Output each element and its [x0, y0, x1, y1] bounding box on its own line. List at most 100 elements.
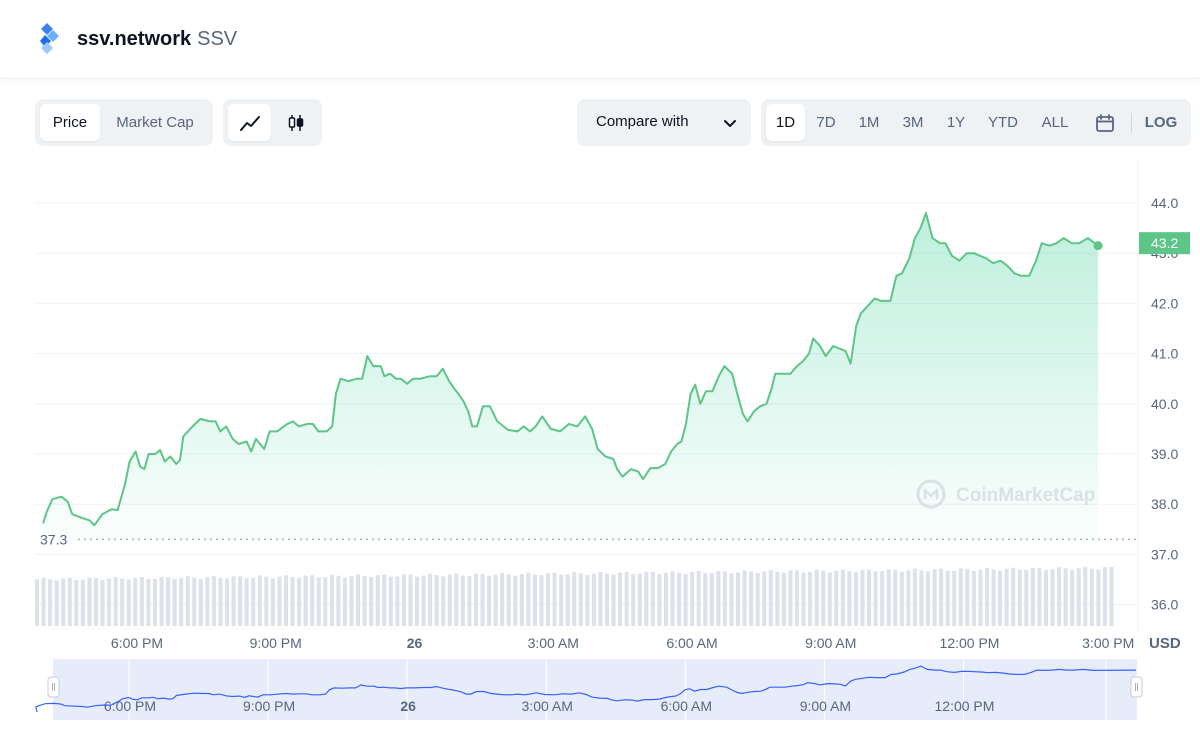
chevron-down-icon [724, 120, 736, 127]
volume-bar [860, 569, 865, 626]
range-1d[interactable]: 1D [766, 104, 805, 141]
volume-bar [1017, 569, 1022, 626]
range-all[interactable]: ALL [1041, 114, 1069, 131]
navigator-handle-right[interactable] [1130, 676, 1143, 698]
volume-bar [74, 579, 79, 626]
volume-bar [703, 573, 708, 626]
volume-bar [1070, 569, 1075, 626]
range-3m[interactable]: 3M [902, 114, 924, 131]
y-tick-label: 40.0 [1151, 396, 1178, 412]
x-tick-label: 9:00 AM [805, 635, 856, 651]
volume-bar [218, 578, 223, 626]
range-ytd[interactable]: YTD [988, 114, 1018, 131]
volume-bar [113, 577, 118, 626]
volume-bar [1043, 569, 1048, 626]
volume-bar [847, 571, 852, 626]
tab-market-cap[interactable]: Market Cap [116, 114, 194, 131]
current-price-badge: 43.2 [1139, 232, 1190, 255]
volume-bar [637, 573, 642, 626]
candlestick-button[interactable] [274, 104, 317, 141]
y-tick-label: 38.0 [1151, 496, 1178, 512]
coin-symbol: SSV [197, 28, 238, 50]
volume-bar [1057, 567, 1062, 626]
currency-label: USD [1149, 635, 1181, 652]
volume-bar [375, 575, 380, 626]
volume-bar [179, 578, 184, 626]
grid-lines [35, 202, 1138, 606]
volume-bar [100, 580, 105, 626]
volume-bar [303, 575, 308, 626]
volume-bar [591, 573, 596, 626]
navigator-x-tick-label: 12:00 PM [935, 698, 995, 714]
compare-with-dropdown[interactable]: Compare with [577, 99, 751, 146]
volume-bar [716, 571, 721, 626]
coin-name: ssv.network [77, 28, 192, 50]
volume-bar [775, 572, 780, 626]
volume-bar [283, 575, 289, 626]
volume-bar [926, 571, 931, 626]
volume-bar [244, 578, 249, 626]
volume-bar [513, 575, 518, 626]
log-scale-toggle[interactable]: LOG [1144, 114, 1178, 131]
volume-bar [749, 571, 754, 626]
navigator-selection [53, 659, 1137, 720]
date-picker-button[interactable] [1087, 104, 1123, 141]
current-price-label: 43.2 [1151, 235, 1178, 251]
volume-bar [644, 571, 649, 626]
volume-bar [231, 576, 236, 626]
volume-bar [198, 579, 203, 626]
volume-bar [428, 573, 433, 626]
volume-bar [441, 576, 446, 626]
tab-price[interactable]: Price [40, 104, 100, 141]
range-1y[interactable]: 1Y [946, 114, 966, 131]
volume-bar [185, 576, 190, 626]
volume-bar [336, 575, 341, 626]
volume-bar [1004, 568, 1009, 626]
volume-bar [788, 570, 793, 626]
range-1m[interactable]: 1M [858, 114, 880, 131]
volume-bar [631, 574, 636, 626]
volume-bar [493, 575, 498, 626]
x-tick-label: 9:00 PM [250, 635, 302, 651]
volume-bar [827, 572, 832, 626]
navigator-line [35, 665, 1137, 713]
x-tick-label: 6:00 AM [666, 635, 717, 651]
line-chart-icon [239, 116, 260, 131]
navigator-handle-left[interactable] [47, 676, 60, 698]
volume-bar [139, 577, 144, 626]
line-chart-button[interactable] [228, 104, 271, 141]
volume-bar [454, 573, 459, 626]
volume-bar [1037, 567, 1042, 626]
volume-bar [958, 568, 963, 626]
volume-bar [362, 576, 367, 626]
volume-bar [159, 576, 164, 626]
volume-bar [414, 576, 420, 626]
volume-bar [126, 579, 131, 626]
volume-bar [323, 577, 328, 626]
volume-bar [971, 570, 976, 626]
x-tick-label: 26 [407, 635, 423, 651]
volume-bar [801, 572, 806, 626]
volume-bar [611, 574, 616, 626]
price-area [43, 213, 1099, 540]
volume-bar [342, 577, 347, 626]
volume-bar [650, 572, 655, 626]
volume-bar [67, 577, 72, 626]
navigator-x-tick-label: 9:00 AM [800, 698, 851, 714]
volume-bar [277, 576, 282, 626]
navigator-x-tick-label: 3:00 AM [522, 698, 573, 714]
volume-bar [657, 574, 662, 626]
volume-bar [952, 570, 957, 626]
volume-bar [395, 576, 400, 626]
volume-bar [1011, 567, 1016, 626]
range-7d[interactable]: 7D [816, 114, 836, 131]
volume-bar [54, 580, 59, 626]
volume-bar [585, 574, 590, 626]
volume-bar [559, 574, 564, 626]
volume-bar [93, 578, 99, 626]
volume-bar [434, 575, 439, 626]
volume-bar [768, 570, 773, 626]
volume-bar [35, 579, 40, 626]
volume-bar [500, 573, 505, 626]
volume-bar [532, 574, 537, 626]
